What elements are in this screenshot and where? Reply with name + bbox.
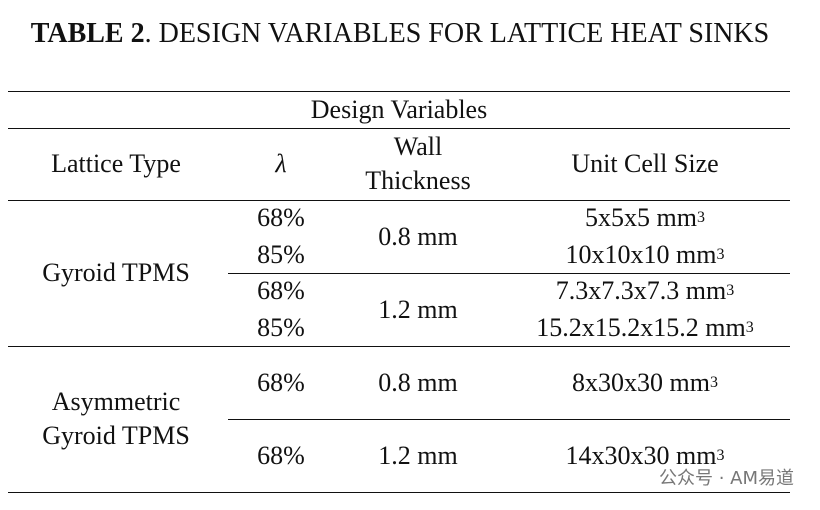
size-cell: 15.2x15.2x15.2 mm 3 [495, 310, 795, 347]
column-header: Lattice Type [51, 149, 181, 178]
lambda-cell: 68% [257, 276, 305, 306]
rule [8, 346, 790, 347]
size-cell: 14x30x30 mm 3 [495, 419, 795, 492]
lambda-cell: 68% [257, 440, 305, 470]
size-cell: 5x5x5 mm 3 [495, 200, 795, 237]
table-title: TABLE 2. DESIGN VARIABLES FOR LATTICE HE… [20, 18, 780, 50]
watermark: 公众号 · AM易道 [658, 468, 794, 489]
size-cell: 7.3x7.3x7.3 mm 3 [495, 273, 795, 310]
size-text: 14x30x30 mm [565, 440, 717, 470]
size-text: 5x5x5 mm [585, 203, 697, 233]
group-header: Design Variables [310, 95, 488, 124]
lambda-cell: 85% [257, 239, 305, 269]
size-text: 10x10x10 mm [565, 239, 717, 269]
size-text: 15.2x15.2x15.2 mm [536, 312, 746, 342]
wall-cell: 0.8 mm [378, 367, 458, 397]
wall-cell: 0.8 mm [378, 221, 458, 251]
column-header: λ [275, 149, 287, 178]
size-cell: 10x10x10 mm 3 [495, 237, 795, 274]
rule [8, 200, 790, 201]
title-label: TABLE 2 [30, 18, 145, 49]
lambda-cell: 68% [257, 367, 305, 397]
rule [228, 419, 790, 420]
title-text: . DESIGN VARIABLES FOR LATTICE HEAT SINK… [144, 18, 770, 49]
size-text: 8x30x30 mm [572, 367, 710, 397]
rule [8, 128, 790, 129]
column-header: Unit Cell Size [571, 149, 719, 178]
lattice-type-cell: Gyroid TPMS [42, 258, 190, 287]
wall-cell: 1.2 mm [378, 294, 458, 324]
rule [8, 492, 790, 493]
lambda-cell: 68% [257, 203, 305, 233]
lambda-cell: 85% [257, 312, 305, 342]
lattice-type-cell: Asymmetric Gyroid TPMS [42, 387, 190, 450]
column-header: Wall Thickness [365, 132, 471, 195]
rule [228, 273, 790, 274]
size-text: 7.3x7.3x7.3 mm [555, 276, 727, 306]
wall-cell: 1.2 mm [378, 440, 458, 470]
size-cell: 8x30x30 mm 3 [495, 346, 795, 419]
rule [8, 91, 790, 92]
